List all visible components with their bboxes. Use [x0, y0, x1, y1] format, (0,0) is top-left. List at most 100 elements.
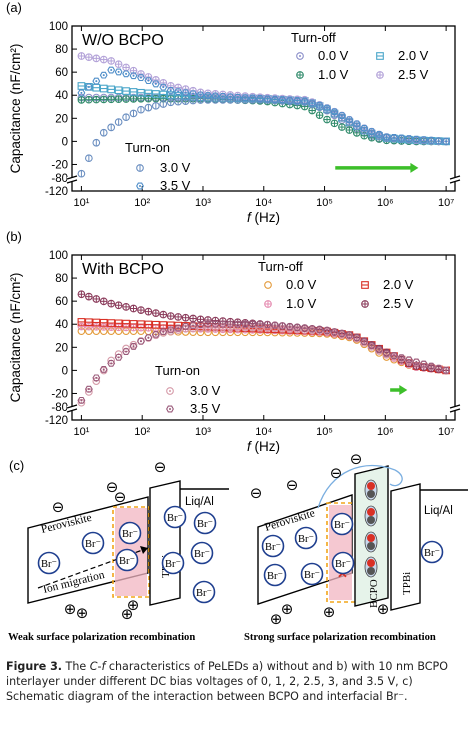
data-point	[122, 95, 130, 103]
y-tick-label: -80	[51, 402, 68, 414]
data-point	[129, 320, 138, 328]
data-point	[122, 348, 131, 355]
green-arrowhead	[410, 162, 419, 173]
x-axis-label: f (Hz)	[247, 210, 280, 225]
data-point	[434, 364, 443, 372]
svg-text:Br⁻: Br⁻	[196, 588, 213, 599]
data-point	[278, 96, 287, 104]
left-tpbi-layer	[149, 480, 181, 606]
svg-text:Br⁻: Br⁻	[194, 549, 211, 560]
data-point	[144, 94, 153, 103]
data-point	[114, 323, 123, 332]
data-point	[159, 90, 168, 99]
data-point	[360, 124, 369, 132]
data-point	[419, 136, 428, 144]
data-point	[427, 362, 436, 370]
data-point	[129, 88, 138, 96]
br-ion: Br⁻	[190, 541, 214, 565]
data-point	[315, 326, 324, 333]
svg-text:Br⁻: Br⁻	[167, 513, 184, 524]
right-liq-al-label: Liq/Al	[424, 505, 453, 517]
svg-text:Br⁻: Br⁻	[335, 559, 352, 570]
data-point	[189, 322, 198, 329]
data-point	[99, 71, 108, 79]
panel-letter: (a)	[6, 0, 22, 15]
legend-turn-off-heading: Turn-off	[291, 30, 336, 45]
svg-text:Br⁻: Br⁻	[85, 539, 102, 550]
y-tick-label: 20	[55, 342, 68, 354]
data-point	[77, 290, 86, 299]
svg-text:Br⁻: Br⁻	[334, 520, 351, 531]
right-br-ions: Br⁻ Br⁻ Br⁻ Br⁻ Br⁻ Br⁻ Br⁻	[261, 512, 444, 587]
data-point	[99, 366, 108, 373]
x-tick-label: 10³	[195, 426, 211, 438]
minus-symbol: ⊖	[114, 488, 127, 506]
svg-text:Br⁻: Br⁻	[41, 559, 58, 570]
data-point	[107, 95, 116, 104]
data-point	[77, 169, 86, 178]
svg-text:Br⁻: Br⁻	[122, 529, 139, 540]
legend-label: 2.5 V	[398, 67, 429, 82]
x-tick-label: 10⁵	[316, 426, 333, 438]
legend-marker	[166, 387, 174, 395]
legend-label: 3.5 V	[190, 401, 221, 416]
data-point	[122, 303, 130, 311]
panel-c-schematic: (c) Peroviskite TPBi Liq/Al Ion migratio…	[8, 450, 468, 643]
panel-a: (a) W/O BCPO 100 80 60 40 20 0 -20 -80-120 10¹ 10² 1…	[6, 0, 461, 225]
data-point	[129, 304, 138, 313]
data-point	[218, 92, 227, 100]
data-point	[151, 101, 160, 110]
data-point	[107, 66, 116, 74]
minus-symbol: ⊖	[286, 476, 299, 494]
data-point	[77, 396, 86, 404]
data-point	[382, 133, 391, 141]
data-point	[375, 131, 384, 138]
data-point	[144, 334, 153, 342]
data-point	[203, 92, 212, 99]
legend-marker	[136, 164, 144, 172]
data-point	[308, 99, 317, 107]
data-point	[181, 323, 190, 330]
data-point	[323, 104, 331, 112]
data-point	[122, 87, 130, 95]
y-tick-label: 100	[49, 21, 68, 33]
data-point	[174, 88, 183, 96]
caption-text: characteristics of PeLEDs a) without and…	[6, 660, 448, 703]
right-caption: Strong surface polarization recombinatio…	[244, 632, 436, 643]
legend-turn-off-heading: Turn-off	[258, 259, 303, 274]
legend-marker	[376, 52, 384, 60]
x-tick-label: 10¹	[73, 197, 89, 209]
axis-break-mark	[449, 175, 461, 180]
legend-label: 2.0 V	[383, 277, 414, 292]
y-axis-label: Capacitance (nF/cm²)	[8, 273, 23, 403]
axis-break-gap	[450, 177, 460, 182]
data-point	[99, 297, 108, 306]
data-point	[367, 128, 376, 136]
plus-symbol: ⊕	[323, 603, 336, 621]
br-ion: Br⁻	[161, 551, 185, 575]
panel-title: With BCPO	[82, 261, 164, 278]
data-point	[77, 89, 86, 97]
legend-label: 2.5 V	[383, 296, 414, 311]
legend-marker	[166, 405, 174, 413]
data-point	[248, 320, 257, 328]
data-point	[137, 320, 145, 329]
data-point	[233, 93, 242, 101]
data-point	[122, 63, 130, 72]
y-tick-label: -120	[45, 415, 68, 427]
figure-caption: Figure 3. The C-f characteristics of PeL…	[6, 660, 448, 703]
data-point	[129, 72, 138, 80]
panel-letter: (b)	[6, 229, 22, 244]
svg-text:Br⁻: Br⁻	[165, 559, 182, 570]
caption-f-letter: f	[101, 660, 106, 673]
data-point	[151, 320, 160, 329]
br-ion: Br⁻	[115, 548, 139, 572]
data-point	[248, 94, 257, 102]
br-ion: Br⁻	[263, 563, 287, 587]
ion-migration-arrowhead	[140, 546, 148, 554]
data-point	[330, 108, 339, 116]
data-point	[226, 93, 235, 101]
br-ion: Br⁻	[300, 562, 324, 586]
br-ion: Br⁻	[330, 512, 354, 536]
